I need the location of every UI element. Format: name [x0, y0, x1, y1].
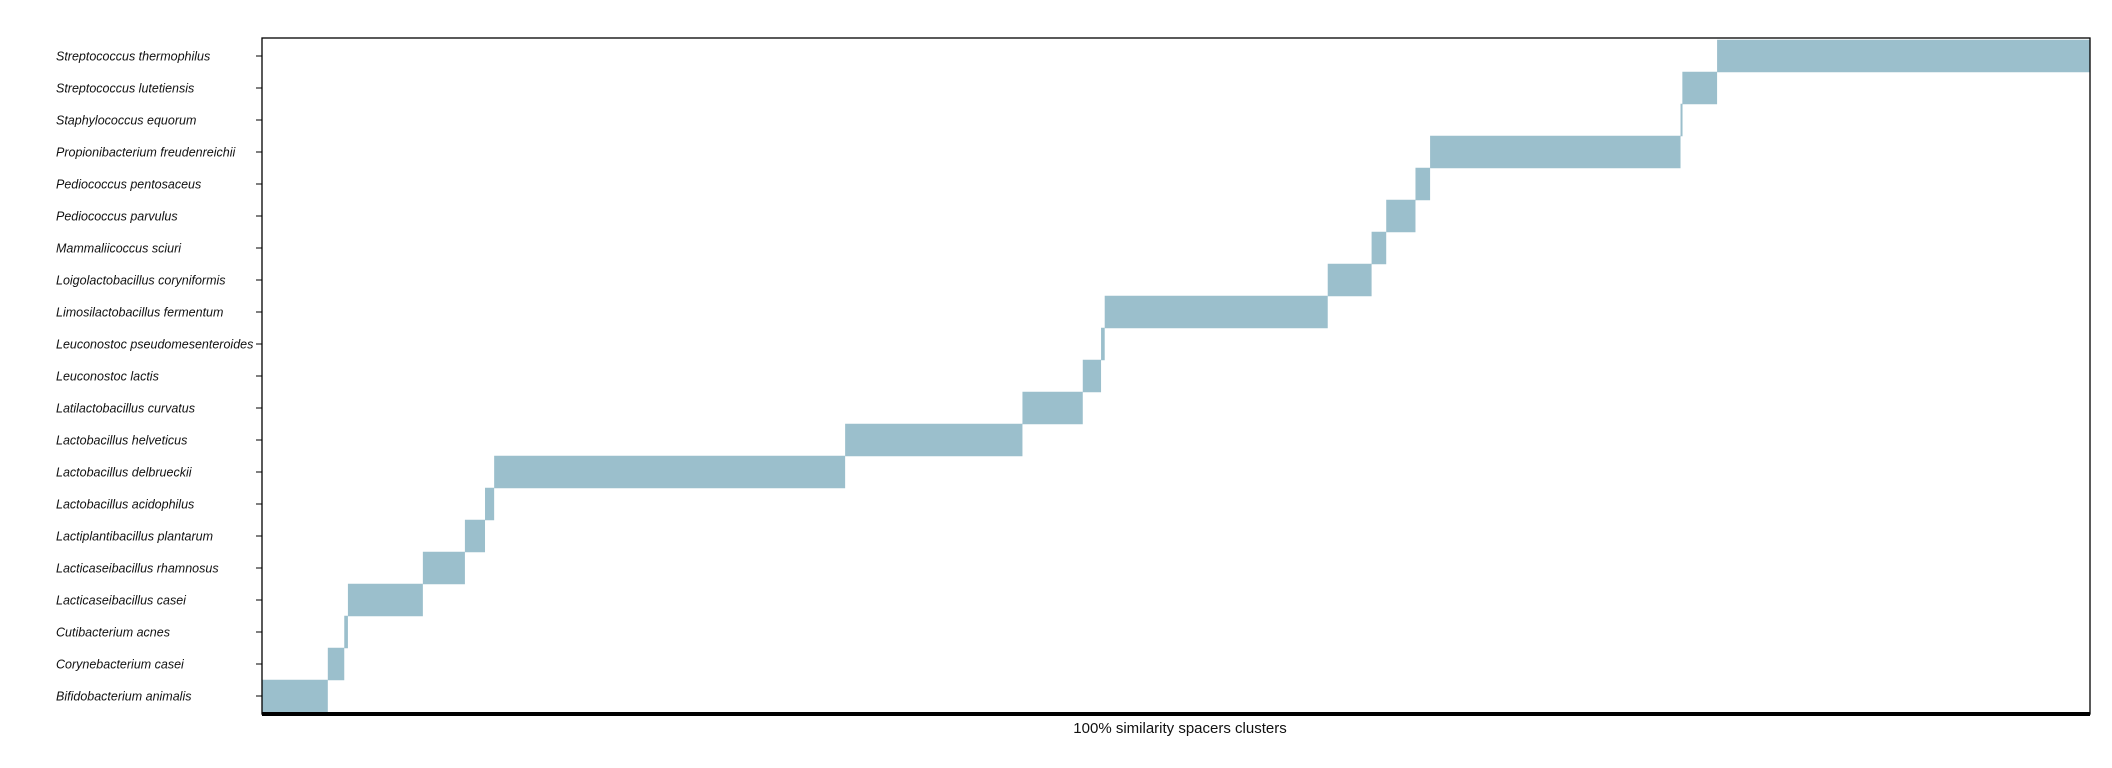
- plot-frame: [261, 37, 2091, 715]
- y-tick-label: Latilactobacillus curvatus: [56, 402, 195, 416]
- y-tick-label: Propionibacterium freudenreichii: [56, 146, 236, 160]
- bar-latilactobacillus-curvatus: [1022, 391, 1083, 425]
- y-tick-label: Pediococcus pentosaceus: [56, 178, 201, 192]
- bar-lacticaseibacillus-rhamnosus: [422, 551, 465, 585]
- bar-lacticaseibacillus-casei: [347, 583, 423, 617]
- y-axis: Bifidobacterium animalis Corynebacterium …: [56, 50, 262, 704]
- y-tick-label: Streptococcus thermophilus: [56, 50, 210, 64]
- y-tick-label: Loigolactobacillus coryniformis: [56, 274, 226, 288]
- y-tick-label: Lactobacillus helveticus: [56, 434, 187, 448]
- bars-group: [262, 39, 2090, 713]
- y-tick-label: Mammaliicoccus sciuri: [56, 242, 182, 256]
- y-tick-label: Lactiplantibacillus plantarum: [56, 530, 213, 544]
- y-tick-label: Staphylococcus equorum: [56, 114, 196, 128]
- y-tick-label: Leuconostoc pseudomesenteroides: [56, 338, 253, 352]
- bar-cutibacterium-acnes: [344, 615, 348, 649]
- y-tick-label: Limosilactobacillus fermentum: [56, 306, 223, 320]
- bar-limosilactobacillus-fermentum: [1104, 295, 1328, 329]
- bar-streptococcus-thermophilus: [1717, 39, 2090, 73]
- bar-lactobacillus-helveticus: [845, 423, 1023, 457]
- y-tick-label: Leuconostoc lactis: [56, 370, 159, 384]
- y-tick-label: Pediococcus parvulus: [56, 210, 178, 224]
- x-axis-title: 100% similarity spacers clusters: [1073, 720, 1286, 737]
- bar-lactobacillus-acidophilus: [485, 487, 495, 521]
- bar-leuconostoc-pseudomesenteroides: [1101, 327, 1105, 361]
- y-tick-label: Bifidobacterium animalis: [56, 690, 191, 704]
- bar-leuconostoc-lactis: [1082, 359, 1102, 393]
- bar-streptococcus-lutetiensis: [1682, 71, 1718, 105]
- bar-pediococcus-pentosaceus: [1415, 167, 1431, 201]
- bar-mammaliicoccus-sciuri: [1371, 231, 1387, 265]
- bar-propionibacterium-freudenreichii: [1430, 135, 1681, 169]
- bar-loigolactobacillus-coryniformis: [1327, 263, 1372, 297]
- y-tick-label: Corynebacterium casei: [56, 658, 185, 672]
- bar-staphylococcus-equorum: [1680, 103, 1683, 137]
- y-tick-label: Lacticaseibacillus casei: [56, 594, 187, 608]
- y-tick-label: Lacticaseibacillus rhamnosus: [56, 562, 219, 576]
- bar-bifidobacterium-animalis: [262, 679, 328, 713]
- bar-pediococcus-parvulus: [1386, 199, 1416, 233]
- y-tick-label: Lactobacillus delbrueckii: [56, 466, 193, 480]
- y-tick-label: Lactobacillus acidophilus: [56, 498, 194, 512]
- bar-lactobacillus-delbrueckii: [494, 455, 846, 489]
- y-tick-label: Streptococcus lutetiensis: [56, 82, 194, 96]
- bar-corynebacterium-casei: [327, 647, 345, 681]
- bar-lactiplantibacillus-plantarum: [464, 519, 486, 553]
- y-tick-label: Cutibacterium acnes: [56, 626, 170, 640]
